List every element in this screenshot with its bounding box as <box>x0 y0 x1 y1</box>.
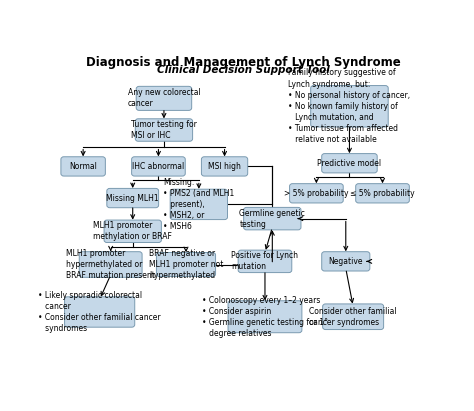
FancyBboxPatch shape <box>104 220 161 242</box>
Text: Tumor testing for
MSI or IHC: Tumor testing for MSI or IHC <box>131 120 197 140</box>
FancyBboxPatch shape <box>136 86 191 111</box>
Text: • Likely sporadic colorectal
   cancer
• Consider other familial cancer
   syndr: • Likely sporadic colorectal cancer • Co… <box>38 291 161 333</box>
Text: Family history suggestive of
Lynch syndrome, but:
• No personal history of cance: Family history suggestive of Lynch syndr… <box>288 69 410 144</box>
Text: Positive for Lynch
mutation: Positive for Lynch mutation <box>231 251 299 271</box>
FancyBboxPatch shape <box>228 301 302 333</box>
Text: MLH1 promoter
methylation or BRAF: MLH1 promoter methylation or BRAF <box>93 221 172 241</box>
Text: Clinical Decision Support Tool: Clinical Decision Support Tool <box>156 65 329 74</box>
Text: > 5% probability: > 5% probability <box>284 189 349 198</box>
FancyBboxPatch shape <box>64 297 135 327</box>
FancyBboxPatch shape <box>244 208 301 230</box>
FancyBboxPatch shape <box>356 184 410 203</box>
Text: Normal: Normal <box>69 162 97 171</box>
Text: • Colonoscopy every 1–2 years
• Consider aspirin
• Germline genetic testing for : • Colonoscopy every 1–2 years • Consider… <box>202 296 328 338</box>
FancyBboxPatch shape <box>61 157 105 176</box>
FancyBboxPatch shape <box>322 154 377 173</box>
Text: Missing MLH1: Missing MLH1 <box>106 194 159 203</box>
FancyBboxPatch shape <box>238 250 292 272</box>
FancyBboxPatch shape <box>201 157 248 176</box>
FancyBboxPatch shape <box>170 189 228 219</box>
FancyBboxPatch shape <box>156 252 216 277</box>
FancyBboxPatch shape <box>290 184 343 203</box>
Text: BRAF negative or
MLH1 promoter not
hypermethylated: BRAF negative or MLH1 promoter not hyper… <box>149 249 223 280</box>
Text: MLH1 promoter
hypermethylated or
BRAF mutation present: MLH1 promoter hypermethylated or BRAF mu… <box>66 249 155 280</box>
FancyBboxPatch shape <box>79 252 142 277</box>
FancyBboxPatch shape <box>323 304 383 330</box>
Text: IHC abnormal: IHC abnormal <box>132 162 184 171</box>
Text: Missing:
• PMS2 (and MLH1
   present),
• MSH2, or
• MSH6: Missing: • PMS2 (and MLH1 present), • MS… <box>163 178 235 231</box>
Text: ≤ 5% probability: ≤ 5% probability <box>350 189 415 198</box>
FancyBboxPatch shape <box>135 119 192 141</box>
Text: Consider other familial
cancer syndromes: Consider other familial cancer syndromes <box>310 307 397 327</box>
FancyBboxPatch shape <box>107 188 159 208</box>
Text: Negative: Negative <box>328 257 363 266</box>
Text: Any new colorectal
cancer: Any new colorectal cancer <box>128 88 201 109</box>
Text: Germline genetic
testing: Germline genetic testing <box>239 208 305 229</box>
Text: MSI high: MSI high <box>208 162 241 171</box>
FancyBboxPatch shape <box>310 85 388 127</box>
FancyBboxPatch shape <box>322 252 370 271</box>
Text: Predictive model: Predictive model <box>318 159 382 168</box>
Text: Diagnosis and Management of Lynch Syndrome: Diagnosis and Management of Lynch Syndro… <box>85 55 401 69</box>
FancyBboxPatch shape <box>132 157 185 176</box>
